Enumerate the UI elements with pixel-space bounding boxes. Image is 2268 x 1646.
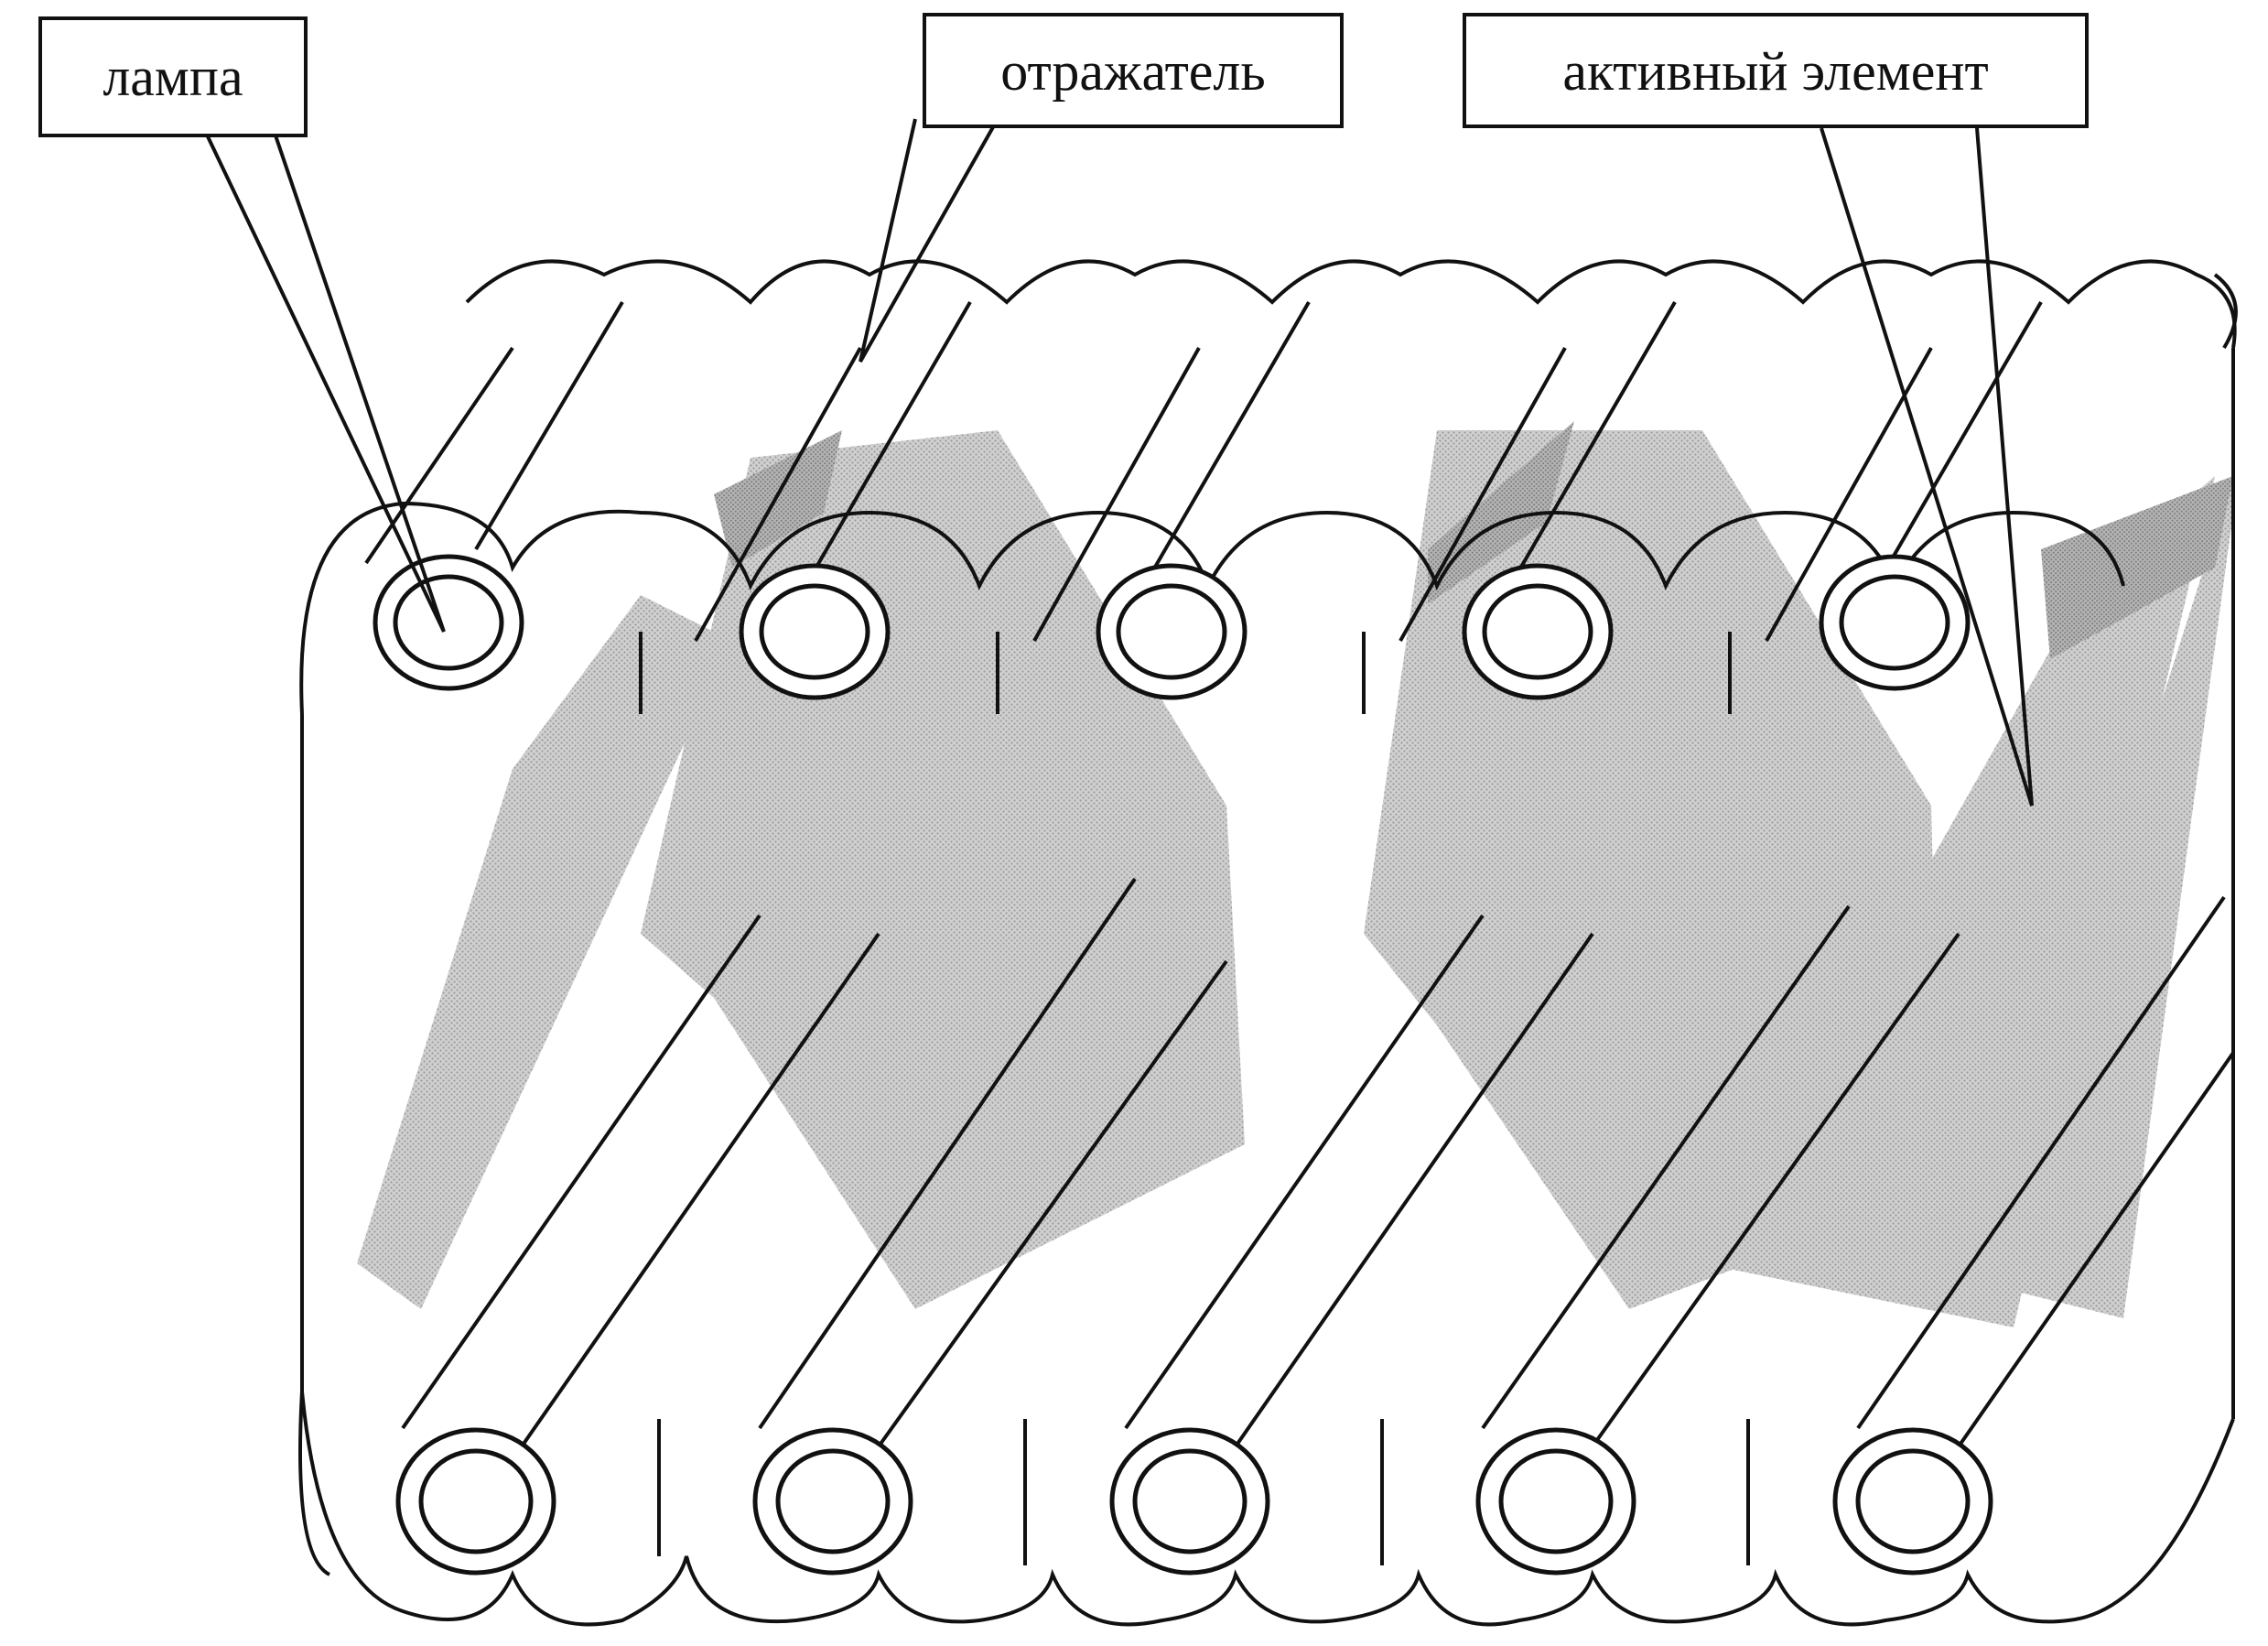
reflector-top-back-arcs: [465, 259, 2237, 349]
callout-lamp: лампа: [38, 16, 308, 137]
callout-active-element-box: [1463, 13, 2089, 128]
callout-lamp-box: [38, 16, 308, 137]
reflector-back-right-wall: [2213, 273, 2238, 350]
lamp-bottom-5: [1832, 1427, 1993, 1576]
tube-bottom-2: [758, 877, 1228, 1448]
lamp-tubes-top: [364, 300, 2043, 642]
tube-bottom-1: [401, 914, 880, 1448]
callout-active-element: активный элемент: [1463, 13, 2089, 128]
reflector-left-wall: [298, 714, 331, 1576]
tube-top-4: [1399, 300, 1677, 642]
active-element-callout-pointer: [1820, 127, 2034, 807]
lamp-top-2: [739, 563, 891, 700]
lamp-bottom-1: [395, 1427, 556, 1576]
lamp-top-3: [1096, 563, 1247, 700]
active-slab-3: [357, 595, 732, 1309]
tube-bottom-4: [1481, 904, 1960, 1448]
lamp-bottom-2: [752, 1427, 913, 1576]
active-slab-7: [714, 430, 842, 568]
active-slab-8: [2041, 476, 2233, 659]
active-element-slabs: [357, 421, 2233, 1327]
lamp-top-1: [373, 554, 524, 691]
callout-reflector-box: [923, 13, 1344, 128]
callout-lamp-label: лампа: [103, 47, 243, 107]
lamp-top-4: [1462, 563, 1614, 700]
tube-bottom-5: [1856, 895, 2235, 1448]
tube-bottom-3: [1124, 914, 1594, 1448]
callout-pointers: [204, 118, 2034, 807]
lamp-top-5: [1819, 554, 1971, 691]
callout-reflector: отражатель: [923, 13, 1344, 128]
callout-reflector-label: отражатель: [1000, 41, 1265, 102]
lamps-bottom-row: [395, 1427, 1993, 1576]
lamp-tubes-bottom: [401, 877, 2235, 1448]
lamps-top-row: [373, 554, 1971, 700]
reflector-callout-pointer: [859, 118, 999, 363]
reflector-bottom-cusps: [657, 1419, 1750, 1565]
lamp-callout-pointer: [204, 132, 446, 633]
tube-top-3: [1032, 300, 1311, 642]
lamp-bottom-4: [1475, 1427, 1636, 1576]
lamp-bottom-3: [1109, 1427, 1270, 1576]
active-slab-6: [1428, 421, 1574, 604]
tube-top-1: [364, 300, 624, 565]
reflector-top-cusps: [639, 632, 1732, 714]
callout-active-element-label: активный элемент: [1562, 41, 1988, 102]
reflector-bottom-arcs: [300, 1391, 2235, 1627]
tube-top-2: [694, 300, 972, 642]
